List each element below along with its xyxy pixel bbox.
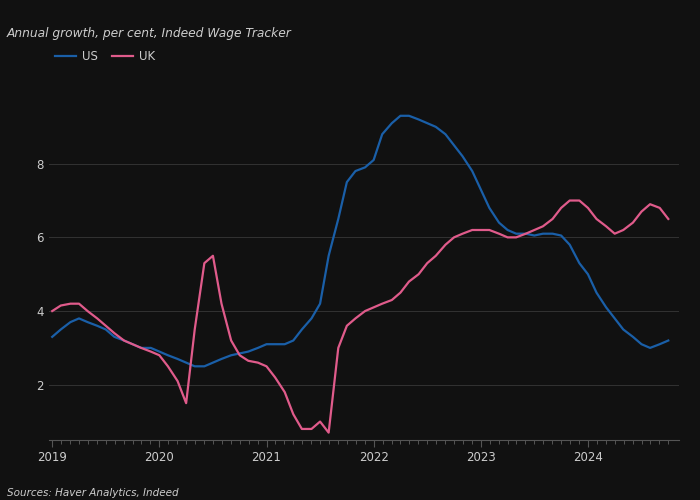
Text: Annual growth, per cent, Indeed Wage Tracker: Annual growth, per cent, Indeed Wage Tra… [7, 28, 292, 40]
UK [307, 426, 316, 432]
Legend: US, UK: US, UK [55, 50, 155, 64]
UK [128, 341, 136, 347]
UK [566, 198, 574, 203]
UK [235, 352, 244, 358]
UK [592, 216, 601, 222]
US [592, 290, 601, 296]
UK [664, 216, 673, 222]
UK [190, 326, 199, 332]
US [48, 334, 57, 340]
US [405, 113, 413, 119]
US [190, 364, 199, 370]
US [316, 300, 324, 306]
US [664, 338, 673, 344]
US [244, 348, 253, 354]
UK [396, 290, 405, 296]
UK [324, 430, 332, 436]
US [396, 113, 405, 119]
Line: US: US [52, 116, 668, 366]
Text: Sources: Haver Analytics, Indeed: Sources: Haver Analytics, Indeed [7, 488, 178, 498]
Line: UK: UK [52, 200, 668, 432]
UK [48, 308, 57, 314]
US [128, 341, 136, 347]
US [200, 364, 209, 370]
